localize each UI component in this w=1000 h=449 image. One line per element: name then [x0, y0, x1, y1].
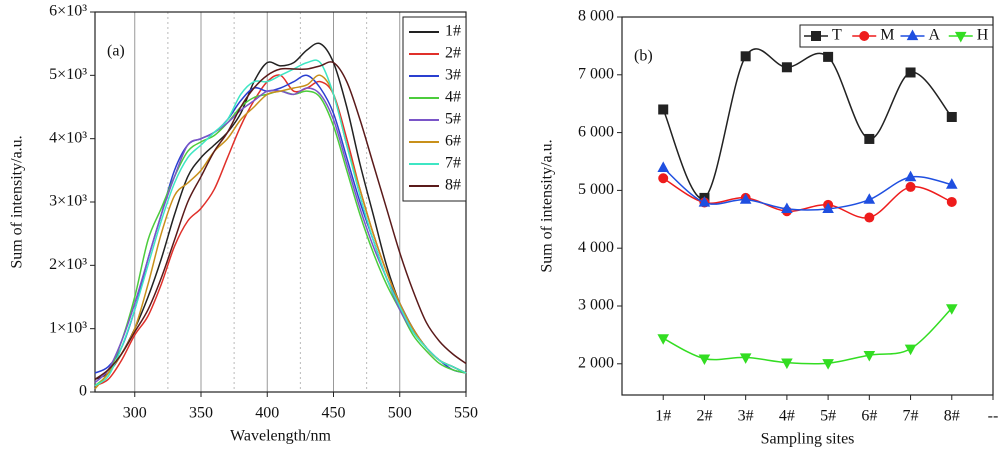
marker — [811, 31, 821, 41]
y-tick-label: 5 000 — [578, 181, 614, 198]
marker — [905, 67, 916, 78]
marker — [945, 304, 958, 315]
marker — [739, 193, 752, 204]
marker — [739, 353, 752, 364]
y-tick-label: 2×10³ — [49, 256, 87, 273]
legend-label: 2# — [445, 45, 461, 62]
legend-label: 6# — [445, 133, 461, 150]
x-tick-label: 3# — [738, 408, 754, 425]
marker — [698, 196, 711, 207]
marker — [859, 31, 870, 41]
y-tick-label: 2 000 — [578, 354, 614, 371]
legend-box — [799, 24, 994, 48]
legend-label: 5# — [445, 111, 461, 128]
marker — [781, 358, 793, 370]
x-tick-label: 7# — [903, 408, 919, 425]
x-tick-label: 2# — [696, 408, 712, 425]
marker — [906, 29, 919, 41]
x-tick-label: 550 — [454, 405, 478, 422]
y-axis-label: Sum of intensity/a.u. — [539, 139, 556, 272]
marker — [946, 111, 957, 122]
y-tick-label: 0 — [79, 383, 87, 400]
legend-label: A — [929, 27, 941, 44]
legend-label: 8# — [445, 177, 461, 194]
x-axis-label: Wavelength/nm — [230, 428, 331, 445]
marker — [822, 359, 834, 370]
annotation: (a) — [107, 43, 125, 60]
legend-label: 3# — [445, 67, 461, 84]
marker — [740, 51, 751, 62]
y-tick-label: 6 000 — [578, 123, 614, 140]
marker — [658, 173, 669, 184]
marker — [905, 181, 916, 192]
y-tick-label: 8 000 — [578, 8, 614, 25]
marker — [954, 31, 967, 43]
x-tick-label: 6# — [861, 408, 877, 425]
marker — [781, 62, 792, 73]
legend-label: H — [977, 27, 989, 44]
plot-frame — [621, 16, 994, 396]
marker — [863, 351, 876, 362]
x-tick-label: 8# — [944, 408, 960, 425]
y-axis-label: Sum of intensity/a.u. — [9, 135, 26, 268]
x-tick-label: 300 — [123, 405, 147, 422]
marker — [864, 212, 875, 223]
marker — [945, 178, 958, 189]
marker — [822, 202, 834, 213]
y-tick-label: 5×10³ — [49, 66, 87, 83]
y-tick-label: 4 000 — [578, 239, 614, 256]
annotation: (b) — [634, 48, 653, 65]
legend-box — [402, 16, 467, 202]
marker — [657, 334, 670, 345]
series-line — [662, 307, 953, 365]
x-tick-label: -- — [988, 408, 999, 425]
y-tick-label: 3×10³ — [49, 193, 87, 210]
x-tick-label: 350 — [189, 405, 213, 422]
series-line — [94, 74, 467, 390]
y-tick-label: 7 000 — [578, 65, 614, 82]
y-tick-label: 1×10³ — [49, 319, 87, 336]
legend-label: 1# — [445, 23, 461, 40]
marker — [946, 196, 957, 207]
x-axis-label: Sampling sites — [761, 431, 855, 448]
legend-label: 4# — [445, 89, 461, 106]
y-tick-label: 3 000 — [578, 297, 614, 314]
marker — [657, 161, 670, 172]
series-line — [94, 59, 467, 387]
marker — [658, 104, 669, 115]
x-tick-label: 4# — [779, 408, 795, 425]
legend-label: M — [880, 27, 894, 44]
x-tick-label: 450 — [322, 405, 346, 422]
x-tick-label: 400 — [255, 405, 279, 422]
x-tick-label: 5# — [820, 408, 836, 425]
x-tick-label: 1# — [655, 408, 671, 425]
marker — [863, 193, 876, 204]
series-line — [94, 61, 467, 380]
marker — [823, 51, 834, 62]
marker — [904, 170, 917, 182]
marker — [698, 354, 711, 366]
y-tick-label: 6×10³ — [49, 3, 87, 20]
legend-label: 7# — [445, 155, 461, 172]
x-tick-label: 500 — [388, 405, 412, 422]
marker — [904, 344, 917, 356]
legend-label: T — [832, 27, 842, 44]
marker — [864, 133, 875, 144]
y-tick-label: 4×10³ — [49, 129, 87, 146]
marker — [781, 202, 793, 213]
